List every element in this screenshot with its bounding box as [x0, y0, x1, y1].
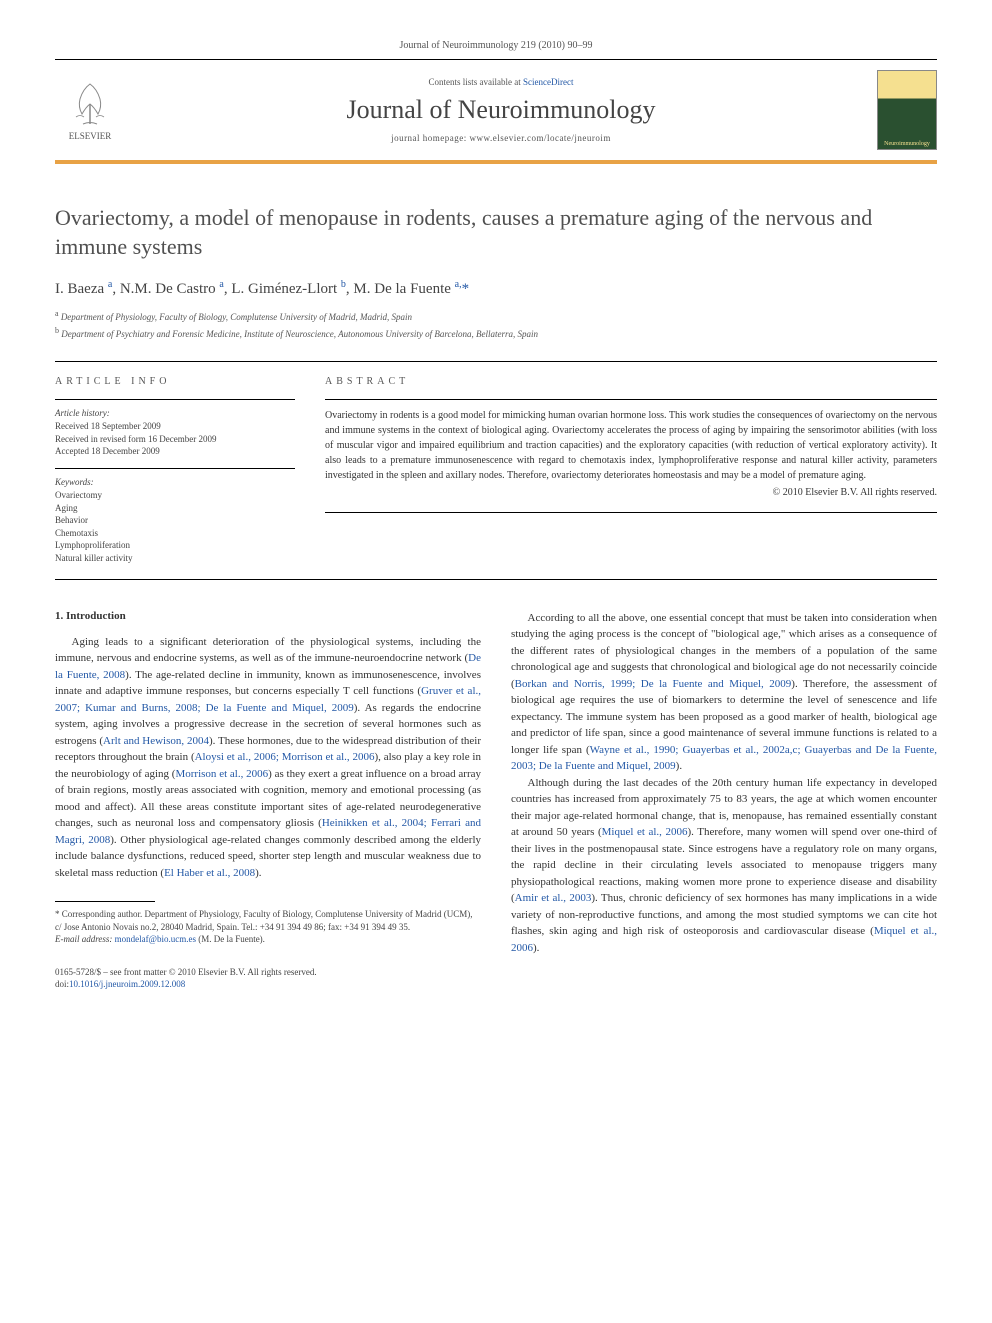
body-col-right: According to all the above, one essentia…: [511, 610, 937, 991]
info-abstract-row: ARTICLE INFO Article history: Received 1…: [55, 361, 937, 564]
doi-line: doi:10.1016/j.jneuroim.2009.12.008: [55, 978, 481, 991]
email-suffix: (M. De la Fuente).: [196, 934, 265, 944]
email-footnote: E-mail address: mondelaf@bio.ucm.es (M. …: [55, 933, 481, 946]
article-info-col: ARTICLE INFO Article history: Received 1…: [55, 376, 295, 564]
keyword-0: Ovariectomy: [55, 489, 295, 502]
email-label: E-mail address:: [55, 934, 115, 944]
body-columns: 1. Introduction Aging leads to a signifi…: [55, 610, 937, 991]
email-link[interactable]: mondelaf@bio.ucm.es: [115, 934, 196, 944]
keyword-3: Chemotaxis: [55, 527, 295, 540]
abstract-divider-bottom: [325, 512, 937, 513]
journal-cover-thumbnail[interactable]: Neuroimmunology: [877, 70, 937, 150]
abstract-divider: [325, 399, 937, 400]
keyword-4: Lymphoproliferation: [55, 539, 295, 552]
abstract-text: Ovariectomy in rodents is a good model f…: [325, 408, 937, 483]
article-title: Ovariectomy, a model of menopause in rod…: [55, 204, 937, 261]
body-para-1: Aging leads to a significant deteriorati…: [55, 634, 481, 882]
article-page: Journal of Neuroimmunology 219 (2010) 90…: [0, 0, 992, 1031]
banner-center: Contents lists available at ScienceDirec…: [125, 77, 877, 143]
history-accepted: Accepted 18 December 2009: [55, 445, 295, 458]
affiliation-a: a Department of Physiology, Faculty of B…: [55, 308, 937, 325]
authors-line: I. Baeza a, N.M. De Castro a, L. Giménez…: [55, 279, 937, 298]
elsevier-label: ELSEVIER: [69, 131, 112, 141]
elsevier-logo[interactable]: ELSEVIER: [55, 70, 125, 150]
history-revised: Received in revised form 16 December 200…: [55, 433, 295, 446]
cover-label: Neuroimmunology: [878, 141, 936, 147]
contents-line: Contents lists available at ScienceDirec…: [125, 77, 877, 87]
info-divider-1: [55, 399, 295, 400]
corresponding-footnote: * Corresponding author. Department of Ph…: [55, 908, 481, 933]
body-para-2: According to all the above, one essentia…: [511, 610, 937, 775]
contents-prefix: Contents lists available at: [429, 77, 523, 87]
footnote-divider: [55, 901, 155, 902]
keywords-label: Keywords:: [55, 477, 295, 487]
homepage-line: journal homepage: www.elsevier.com/locat…: [125, 133, 877, 143]
info-divider-2: [55, 468, 295, 469]
sciencedirect-link[interactable]: ScienceDirect: [523, 77, 573, 87]
abstract-heading: ABSTRACT: [325, 376, 937, 387]
journal-banner: ELSEVIER Contents lists available at Sci…: [55, 59, 937, 164]
history-label: Article history:: [55, 408, 295, 418]
journal-name: Journal of Neuroimmunology: [125, 95, 877, 125]
body-para-3: Although during the last decades of the …: [511, 775, 937, 957]
section-divider: [55, 579, 937, 580]
article-info-heading: ARTICLE INFO: [55, 376, 295, 387]
citation-header: Journal of Neuroimmunology 219 (2010) 90…: [55, 40, 937, 51]
affiliations: a Department of Physiology, Faculty of B…: [55, 308, 937, 341]
doi-link[interactable]: 10.1016/j.jneuroim.2009.12.008: [69, 979, 185, 989]
keyword-2: Behavior: [55, 514, 295, 527]
intro-heading: 1. Introduction: [55, 610, 481, 622]
affiliation-b: b Department of Psychiatry and Forensic …: [55, 325, 937, 342]
abstract-col: ABSTRACT Ovariectomy in rodents is a goo…: [325, 376, 937, 564]
elsevier-tree-icon: [68, 79, 113, 129]
keyword-5: Natural killer activity: [55, 552, 295, 565]
bottom-info: 0165-5728/$ – see front matter © 2010 El…: [55, 966, 481, 991]
homepage-url[interactable]: www.elsevier.com/locate/jneuroim: [470, 133, 611, 143]
keyword-1: Aging: [55, 502, 295, 515]
homepage-prefix: journal homepage:: [391, 133, 469, 143]
history-received: Received 18 September 2009: [55, 420, 295, 433]
body-col-left: 1. Introduction Aging leads to a signifi…: [55, 610, 481, 991]
abstract-copyright: © 2010 Elsevier B.V. All rights reserved…: [325, 487, 937, 498]
issn-line: 0165-5728/$ – see front matter © 2010 El…: [55, 966, 481, 979]
